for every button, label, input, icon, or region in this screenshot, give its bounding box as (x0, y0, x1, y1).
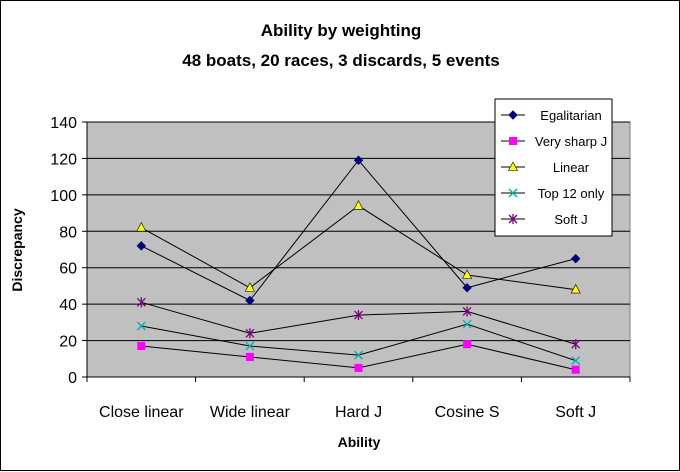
legend-item: Top 12 only (501, 186, 605, 201)
data-point (136, 321, 146, 331)
legend-item: Linear (501, 160, 590, 175)
data-point (570, 283, 581, 294)
data-point (245, 341, 255, 351)
x-tick-label: Cosine S (435, 404, 500, 421)
x-tick-label: Hard J (335, 404, 382, 421)
data-point (463, 340, 472, 349)
legend-label: Linear (553, 160, 590, 175)
series-very-sharp-j (137, 340, 580, 374)
data-point (245, 295, 255, 306)
y-tick-label: 0 (68, 370, 77, 387)
data-point (353, 200, 364, 210)
chart-subtitle: 48 boats, 20 races, 3 discards, 5 events (182, 51, 500, 70)
series-soft-j (136, 297, 581, 350)
data-point (508, 161, 518, 171)
data-point (354, 363, 363, 372)
legend-item: Egalitarian (501, 108, 602, 123)
data-point (354, 310, 363, 321)
x-tick-label: Close linear (99, 404, 184, 421)
legend-label: Very sharp J (535, 134, 607, 149)
series-egalitarian (136, 155, 581, 306)
legend-label: Top 12 only (538, 186, 605, 201)
x-axis-label: Ability (338, 434, 381, 450)
data-point (462, 319, 472, 329)
data-point (245, 328, 255, 339)
data-point (245, 352, 254, 361)
data-point (462, 306, 472, 317)
data-point (571, 356, 581, 366)
marker-stroke (354, 350, 363, 360)
x-tick-label: Wide linear (210, 404, 291, 421)
data-point (136, 241, 147, 251)
data-point (137, 342, 146, 351)
data-point (462, 269, 473, 279)
data-point (136, 297, 146, 308)
data-point (508, 188, 518, 198)
marker-stroke (508, 188, 518, 198)
legend: Egalitarian Very sharp J Linear Top 12 only… (494, 98, 613, 237)
y-tick-label: 60 (59, 261, 77, 278)
legend-label: Egalitarian (540, 108, 601, 123)
data-point (571, 365, 580, 374)
data-point (570, 253, 581, 264)
y-tick-label: 40 (59, 297, 77, 314)
data-point (509, 137, 517, 145)
y-tick-label: 80 (59, 224, 77, 241)
data-point (353, 155, 364, 165)
chart-title: Ability by weighting (261, 21, 422, 40)
y-tick-label: 20 (59, 334, 77, 351)
axes: 0 20 40 60 80 100 120 140 Close linear Wide linea… (50, 115, 631, 421)
y-tick-label: 100 (50, 188, 77, 205)
marker-stroke (245, 341, 255, 351)
data-point (354, 350, 363, 360)
y-tick-label: 140 (50, 115, 77, 132)
y-axis-label: Discrepancy (9, 208, 25, 291)
legend-item: Soft J (501, 212, 588, 227)
data-point (571, 339, 581, 350)
series-linear (136, 200, 581, 294)
data-point (244, 282, 255, 292)
data-point (508, 214, 518, 224)
marker-stroke (462, 319, 472, 329)
marker-stroke (571, 356, 581, 366)
series-top-12-only (136, 319, 581, 366)
legend-label: Soft J (554, 212, 587, 227)
y-tick-label: 120 (50, 151, 77, 168)
legend-item: Very sharp J (501, 134, 607, 149)
data-point (136, 222, 147, 232)
data-point (508, 110, 518, 120)
series-layer (136, 155, 581, 374)
marker-stroke (136, 321, 146, 331)
x-tick-label: Soft J (555, 404, 596, 421)
data-point (462, 283, 472, 293)
